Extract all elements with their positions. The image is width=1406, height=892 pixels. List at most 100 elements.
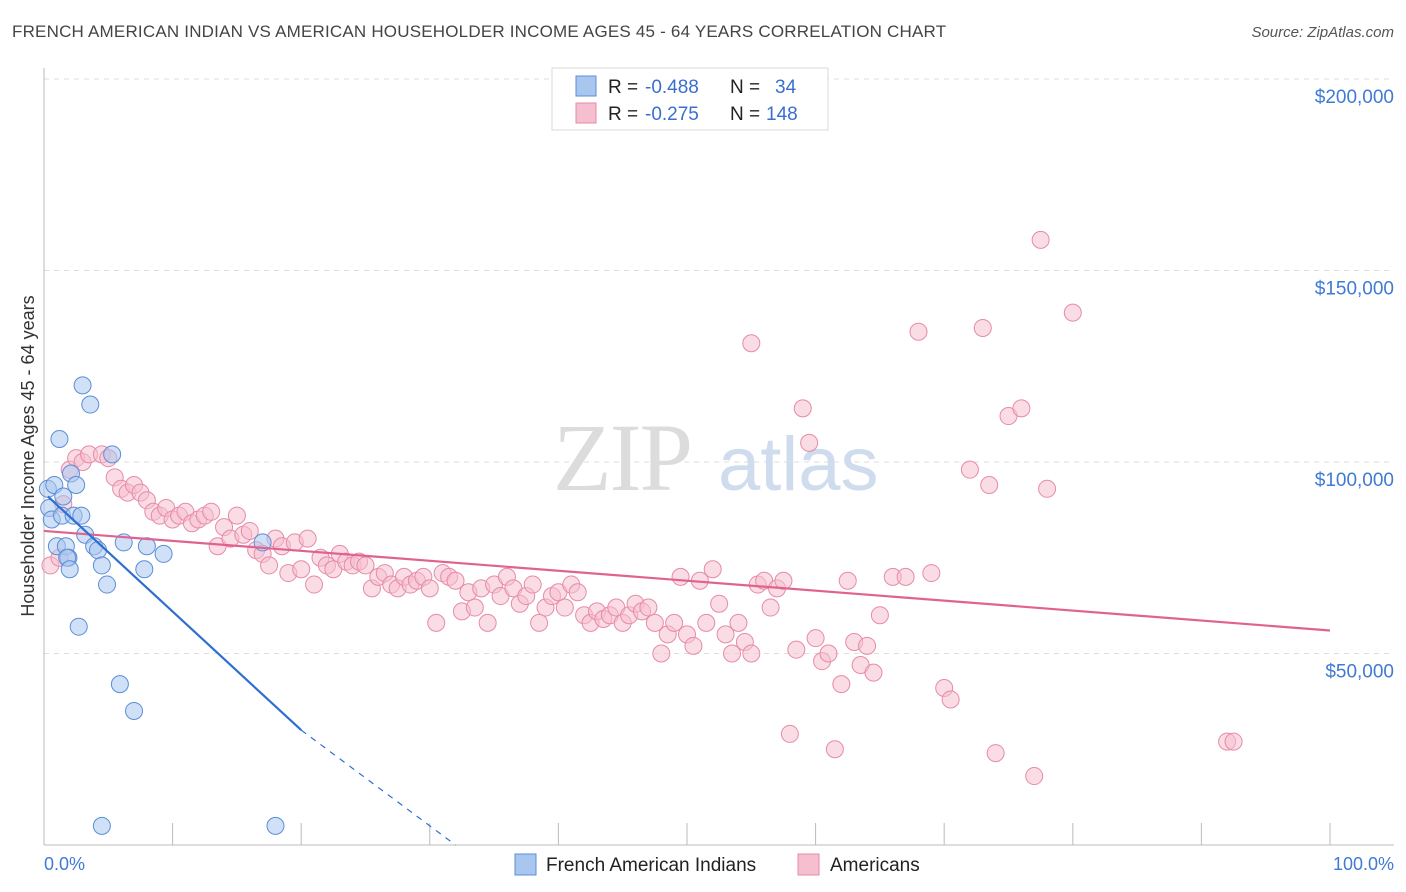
gridlines bbox=[44, 78, 1394, 654]
french-american-indians-point bbox=[103, 445, 122, 464]
french-american-indians-point bbox=[125, 701, 144, 720]
americans-point bbox=[202, 502, 221, 521]
americans-point bbox=[298, 529, 317, 548]
americans-point bbox=[800, 433, 819, 452]
americans-point bbox=[292, 560, 311, 579]
french-american-indians-point bbox=[98, 575, 117, 594]
y-tick-label: $100,000 bbox=[1315, 470, 1394, 491]
y-axis-label: Householder Income Ages 45 - 64 years bbox=[18, 295, 38, 616]
french-american-indians-point bbox=[81, 395, 100, 414]
french-american-indians-point bbox=[92, 816, 111, 835]
americans-point bbox=[980, 475, 999, 494]
americans-point bbox=[922, 564, 941, 583]
french-american-indians-points bbox=[38, 376, 285, 835]
french-american-indians-point bbox=[67, 475, 86, 494]
americans-point bbox=[665, 613, 684, 632]
americans-trend-line bbox=[43, 529, 1331, 632]
americans-point bbox=[716, 625, 735, 644]
french-american-indians-point bbox=[54, 487, 73, 506]
americans-point bbox=[710, 594, 729, 613]
legend-r-label-2: R = bbox=[608, 104, 638, 125]
french-american-indians-point bbox=[92, 556, 111, 575]
americans-point bbox=[870, 606, 889, 625]
americans-point bbox=[227, 506, 246, 525]
french-american-indians-point bbox=[73, 376, 92, 395]
watermark: ZIP atlas bbox=[553, 404, 879, 511]
french-american-indians-point bbox=[60, 560, 79, 579]
americans-point bbox=[793, 399, 812, 418]
americans-point bbox=[960, 460, 979, 479]
americans-point bbox=[1031, 230, 1050, 249]
legend-n-label-2: N = bbox=[730, 104, 760, 125]
y-tick-label: $200,000 bbox=[1315, 87, 1394, 108]
x-tick-label-min: 0.0% bbox=[44, 854, 85, 874]
french-american-indians-trend-extension bbox=[300, 729, 456, 846]
americans-point bbox=[909, 322, 928, 341]
french-american-indians-point bbox=[50, 430, 69, 449]
watermark-zip: ZIP bbox=[553, 404, 691, 511]
trend-lines bbox=[43, 495, 1331, 846]
legend-r-label-1: R = bbox=[608, 77, 638, 98]
americans-point bbox=[260, 556, 279, 575]
americans-point bbox=[806, 629, 825, 648]
americans-point bbox=[420, 579, 439, 598]
legend-r-value-2: -0.275 bbox=[645, 104, 699, 125]
americans-point bbox=[240, 521, 259, 540]
bottom-legend-swatch-pink bbox=[797, 853, 820, 876]
americans-point bbox=[652, 644, 671, 663]
americans-point bbox=[555, 598, 574, 617]
americans-point bbox=[742, 334, 761, 353]
americans-point bbox=[639, 598, 658, 617]
americans-point bbox=[427, 613, 446, 632]
americans-point bbox=[986, 744, 1005, 763]
series-legend: French American Indians Americans bbox=[514, 853, 920, 876]
americans-point bbox=[478, 613, 497, 632]
americans-point bbox=[1012, 399, 1031, 418]
americans-point bbox=[645, 613, 664, 632]
chart-source: Source: ZipAtlas.com bbox=[1251, 24, 1394, 41]
americans-point bbox=[832, 675, 851, 694]
french-american-indians-point bbox=[266, 816, 285, 835]
americans-point bbox=[723, 644, 742, 663]
americans-point bbox=[858, 636, 877, 655]
americans-point bbox=[941, 690, 960, 709]
correlation-legend: R = -0.488 N = 34 R = -0.275 N = 148 bbox=[551, 67, 829, 131]
french-american-indians-point bbox=[69, 617, 88, 636]
americans-point bbox=[864, 663, 883, 682]
legend-swatch-blue bbox=[575, 75, 597, 97]
french-american-indians-point bbox=[72, 506, 91, 525]
americans-point bbox=[305, 575, 324, 594]
french-american-indians-point bbox=[137, 537, 156, 556]
americans-point bbox=[530, 613, 549, 632]
french-american-indians-trend-line bbox=[47, 495, 302, 731]
bottom-legend-label-pink: Americans bbox=[830, 855, 920, 876]
legend-n-value-2: 148 bbox=[766, 104, 798, 125]
americans-point bbox=[825, 740, 844, 759]
americans-point bbox=[780, 724, 799, 743]
french-american-indians-point bbox=[135, 560, 154, 579]
french-american-indians-point bbox=[110, 675, 129, 694]
americans-point bbox=[761, 598, 780, 617]
americans-point bbox=[446, 571, 465, 590]
legend-n-label-1: N = bbox=[730, 77, 760, 98]
americans-point bbox=[819, 644, 838, 663]
americans-point bbox=[1025, 767, 1044, 786]
americans-point bbox=[1224, 732, 1243, 751]
legend-n-value-1: 34 bbox=[775, 77, 797, 98]
americans-point bbox=[787, 640, 806, 659]
americans-point bbox=[742, 644, 761, 663]
legend-box bbox=[551, 67, 829, 131]
americans-point bbox=[896, 567, 915, 586]
americans-point bbox=[523, 575, 542, 594]
americans-point bbox=[729, 613, 748, 632]
americans-point bbox=[973, 318, 992, 337]
bottom-legend-swatch-blue bbox=[514, 853, 537, 876]
americans-point bbox=[684, 636, 703, 655]
x-tick-label-max: 100.0% bbox=[1333, 854, 1394, 874]
watermark-atlas: atlas bbox=[718, 422, 879, 507]
americans-point bbox=[838, 571, 857, 590]
y-tick-labels: $50,000 $100,000 $150,000 $200,000 bbox=[1315, 87, 1394, 683]
x-ticks bbox=[43, 823, 1331, 845]
americans-point bbox=[1063, 303, 1082, 322]
